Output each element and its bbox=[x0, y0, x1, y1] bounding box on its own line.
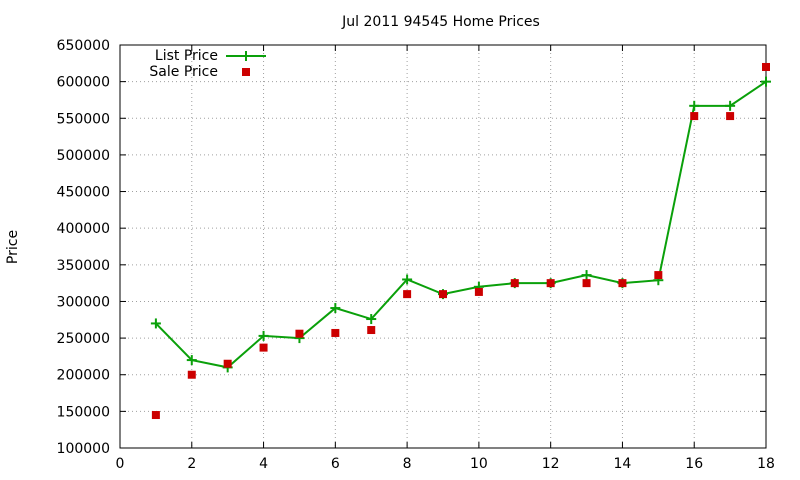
list-price-point bbox=[689, 100, 700, 111]
sale-price-point bbox=[510, 279, 519, 288]
sale-price-point bbox=[151, 411, 160, 420]
list-price-point bbox=[330, 303, 341, 314]
grid-layer bbox=[120, 45, 766, 448]
legend-label-list-price: List Price bbox=[155, 48, 218, 64]
list-price-point bbox=[258, 330, 269, 341]
x-tick-label: 6 bbox=[331, 456, 340, 472]
sale-price-point bbox=[762, 62, 770, 71]
sale-price-point bbox=[295, 329, 304, 338]
x-tick-label: 10 bbox=[470, 456, 488, 472]
sale-price-point bbox=[618, 279, 627, 288]
list-price-point bbox=[366, 314, 377, 325]
y-tick-label: 450000 bbox=[57, 185, 110, 201]
list-price-point bbox=[581, 270, 592, 281]
x-tick-label: 0 bbox=[116, 456, 125, 472]
y-tick-label: 350000 bbox=[57, 258, 110, 274]
list-price-line bbox=[155, 80, 767, 369]
y-tick-label: 650000 bbox=[57, 38, 110, 54]
sale-price-point bbox=[726, 112, 735, 121]
legend-marker-sale-price bbox=[242, 68, 250, 76]
list-price-point bbox=[761, 76, 771, 87]
legend: List Price Sale Price bbox=[149, 48, 266, 80]
y-tick-label: 600000 bbox=[57, 75, 110, 91]
series-layer bbox=[150, 62, 771, 420]
x-tick-label: 2 bbox=[187, 456, 196, 472]
sale-price-point bbox=[187, 370, 196, 379]
x-tick-label: 14 bbox=[614, 456, 632, 472]
legend-label-sale-price: Sale Price bbox=[149, 64, 218, 80]
y-tick-label: 100000 bbox=[57, 441, 110, 457]
sale-price-point bbox=[474, 287, 483, 296]
sale-price-point bbox=[582, 279, 591, 288]
x-tick-label: 8 bbox=[403, 456, 412, 472]
sale-price-point bbox=[331, 328, 340, 337]
y-tick-label: 150000 bbox=[57, 404, 110, 420]
sale-price-point bbox=[403, 290, 412, 299]
legend-marker-list-price bbox=[241, 51, 251, 61]
sale-price-point bbox=[654, 271, 663, 280]
list-price-point bbox=[150, 318, 161, 329]
sale-price-point bbox=[690, 112, 699, 121]
sale-price-point bbox=[223, 359, 232, 368]
sale-price-point bbox=[367, 326, 376, 335]
chart-title: Jul 2011 94545 Home Prices bbox=[341, 14, 540, 30]
list-price-point bbox=[402, 274, 413, 285]
plot-frame bbox=[119, 44, 767, 449]
sale-price-point bbox=[259, 343, 268, 352]
y-tick-label: 250000 bbox=[57, 331, 110, 347]
x-tick-label: 4 bbox=[259, 456, 268, 472]
ticks-layer: 0 2 4 6 8 10 12 14 16 18 100000 150000 200000 250000 3… bbox=[57, 38, 775, 472]
y-tick-label: 300000 bbox=[57, 294, 110, 310]
list-price-point bbox=[725, 100, 736, 111]
y-tick-label: 550000 bbox=[57, 111, 110, 127]
y-tick-label: 200000 bbox=[57, 368, 110, 384]
list-price-point bbox=[186, 355, 197, 366]
sale-price-point bbox=[439, 290, 447, 299]
y-tick-label: 400000 bbox=[57, 221, 110, 237]
x-tick-label: 18 bbox=[757, 456, 775, 472]
x-tick-label: 12 bbox=[542, 456, 560, 472]
y-tick-label: 500000 bbox=[57, 148, 110, 164]
x-tick-label: 16 bbox=[685, 456, 703, 472]
y-axis-label: Price bbox=[5, 230, 21, 264]
sale-price-point bbox=[546, 279, 555, 288]
